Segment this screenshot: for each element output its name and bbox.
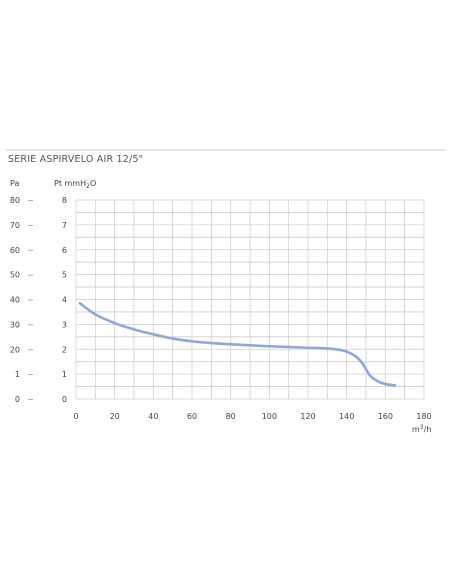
x-unit-superscript: 3 <box>420 424 424 431</box>
mmh2o-tick-label: 7 <box>62 221 67 230</box>
x-unit-base: m <box>412 425 420 434</box>
x-tick-label: 120 <box>300 412 315 421</box>
mmh2o-tick-label: 8 <box>62 196 67 205</box>
x-tick-label: 20 <box>110 412 120 421</box>
pa-tick-label: 1 <box>15 370 20 379</box>
mmh2o-tick-label: 4 <box>62 296 67 305</box>
pa-tick-label: 80 <box>10 196 20 205</box>
mmh2o-tick-label: 0 <box>62 395 67 404</box>
x-tick-label: 160 <box>378 412 393 421</box>
x-tick-label: 80 <box>226 412 236 421</box>
x-tick-label: 140 <box>339 412 354 421</box>
pa-tick-label: 20 <box>10 345 20 354</box>
mmh2o-tick-label: 1 <box>62 370 67 379</box>
pa-axis-unit: Pa <box>10 179 19 188</box>
x-tick-label: 60 <box>187 412 197 421</box>
mmh2o-unit-tail: O <box>90 179 96 188</box>
pa-tick-label: 50 <box>10 271 20 280</box>
mmh2o-tick-label: 3 <box>62 320 67 329</box>
chart-title: SERIE ASPIRVELO AIR 12/5" <box>8 154 143 165</box>
pa-tick-label: 70 <box>10 221 20 230</box>
x-tick-label: 180 <box>416 412 431 421</box>
mmh2o-unit-base: Pt mmH <box>54 179 86 188</box>
mmh2o-axis-unit: Pt mmH2O <box>54 179 96 190</box>
x-tick-label: 40 <box>148 412 158 421</box>
pa-tick-label: 40 <box>10 296 20 305</box>
pa-tick-label: 0 <box>15 395 20 404</box>
x-tick-label: 100 <box>262 412 277 421</box>
x-tick-label: 0 <box>73 412 78 421</box>
pa-tick-labels: 0 1 20 30 40 50 60 70 80 <box>10 196 33 404</box>
x-unit-tail: /h <box>424 425 432 434</box>
mmh2o-tick-label: 6 <box>62 246 67 255</box>
mmh2o-unit-subscript: 2 <box>86 183 90 190</box>
pa-tick-label: 60 <box>10 246 20 255</box>
x-axis-unit: m3/h <box>412 424 431 434</box>
mmh2o-tick-label: 2 <box>62 345 67 354</box>
grid <box>75 199 425 400</box>
x-tick-labels: 0 20 40 60 80 100 120 140 160 180 <box>73 412 431 421</box>
mmh2o-tick-label: 5 <box>62 271 67 280</box>
series-line <box>78 301 397 387</box>
mmh2o-tick-labels: 0 1 2 3 4 5 6 7 8 <box>62 196 67 404</box>
pa-tick-label: 30 <box>10 320 20 329</box>
